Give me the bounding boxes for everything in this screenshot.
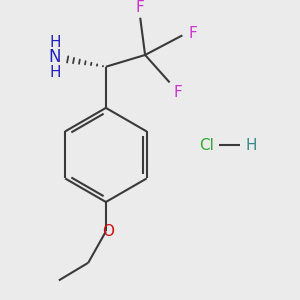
- Text: F: F: [136, 0, 145, 15]
- Text: O: O: [102, 224, 114, 239]
- Text: H: H: [245, 138, 257, 153]
- Text: F: F: [189, 26, 197, 41]
- Text: N: N: [49, 48, 61, 66]
- Text: F: F: [173, 85, 182, 100]
- Text: H: H: [49, 35, 61, 50]
- Text: Cl: Cl: [200, 138, 214, 153]
- Text: H: H: [49, 65, 61, 80]
